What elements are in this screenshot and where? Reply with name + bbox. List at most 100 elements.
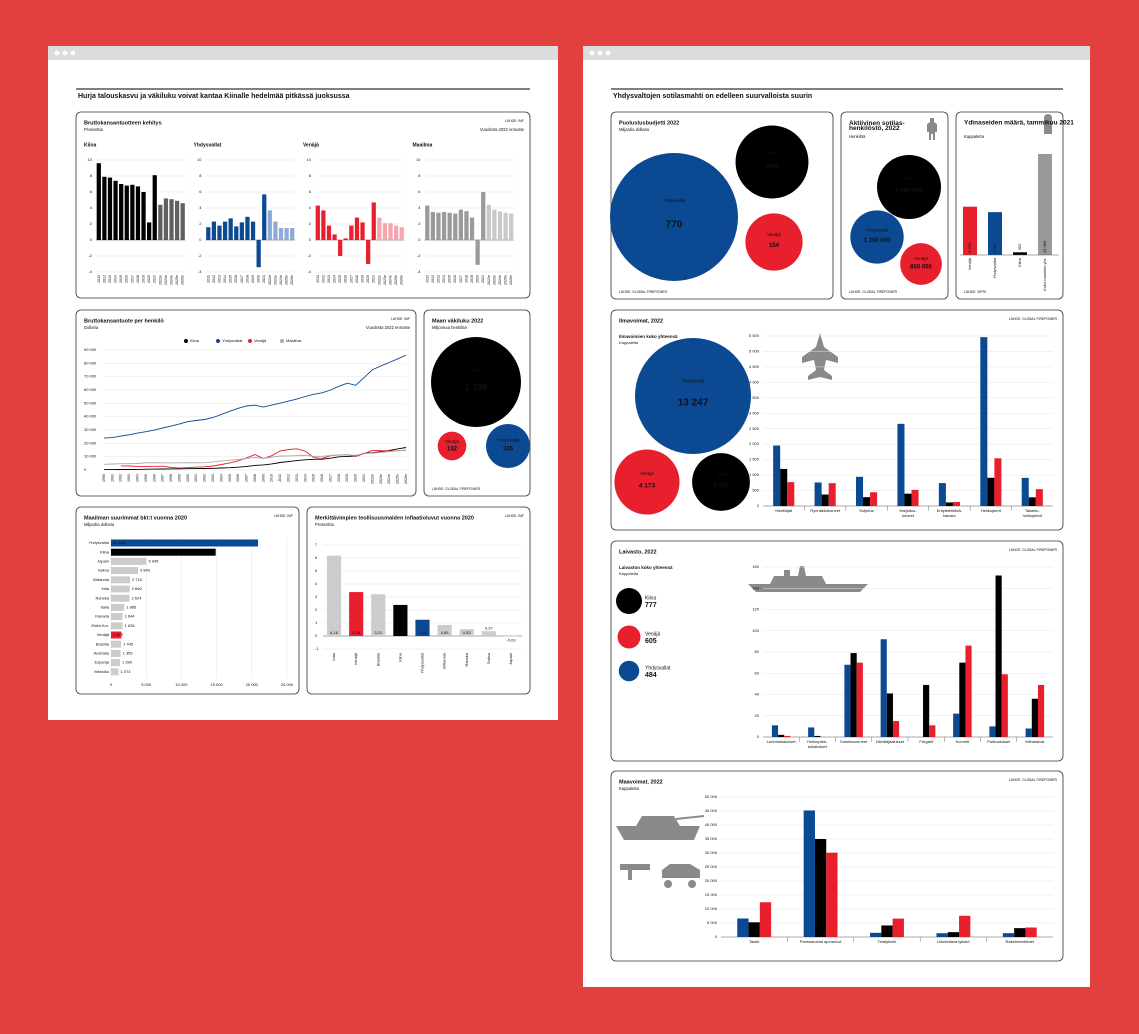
y-tick-label: 0: [84, 467, 87, 472]
y-tick-label: 50 000: [705, 794, 718, 799]
bar: [326, 555, 342, 636]
y-tick-label: 10: [197, 157, 202, 162]
y-tick-label: 5 000: [749, 349, 760, 354]
x-tick-label: 2006: [236, 474, 240, 482]
y-tick-label: 2: [315, 607, 318, 612]
x-tick-label: 2026e: [181, 275, 185, 285]
bar: [267, 210, 272, 240]
source: LÄHDE: GLOBAL FIREPOWER: [849, 290, 898, 294]
bar: [1021, 477, 1029, 506]
x-tick-label: Koko maailma yht.: [1042, 258, 1047, 291]
y-tick-label: 100: [752, 628, 759, 633]
bar: [437, 624, 452, 636]
bar: [1025, 728, 1032, 737]
window-dot[interactable]: [62, 50, 68, 56]
chart-title: Ilmavoimat, 2022: [619, 318, 663, 324]
value-label: 3,38: [352, 630, 361, 635]
legend-swatch: [280, 339, 284, 343]
window-dot[interactable]: [605, 50, 611, 56]
panel: [955, 111, 1064, 300]
y-tick-label: 10: [307, 157, 312, 162]
x-tick-label: 2004: [219, 474, 223, 482]
y-tick-label: 60: [755, 670, 760, 675]
bar: [393, 225, 399, 240]
x-tick-label: 2012: [431, 275, 435, 283]
x-tick-label: 1993: [127, 474, 131, 482]
value-label: 1 359: [123, 650, 134, 655]
bar: [256, 240, 261, 268]
bubble: [850, 210, 904, 264]
bar: [321, 210, 326, 240]
value-label: 1,25: [419, 630, 428, 635]
x-tick-label: 2018: [136, 275, 140, 283]
bubble-value: 1 398: [465, 382, 488, 392]
x-tick-label: 2014: [114, 275, 118, 283]
bar: [206, 227, 211, 240]
value-label: 2 624: [131, 595, 142, 600]
bubble-label: Venäjä: [767, 232, 781, 237]
bar: [880, 639, 887, 737]
bubble-value: 335: [503, 447, 514, 453]
bar: [234, 226, 239, 240]
window-dot[interactable]: [597, 50, 603, 56]
value-label: 0,53: [463, 630, 472, 635]
category-label: Meksiko: [94, 669, 109, 674]
bar: [1013, 252, 1027, 255]
x-tick-label: Harjoitus-koneet: [899, 508, 917, 518]
x-tick-label: 2009: [261, 474, 265, 482]
bubble: [610, 153, 738, 281]
x-tick-label: Lentotukialukset: [767, 739, 797, 744]
bar: [96, 163, 101, 240]
bubble-label: Yhdysvallat: [681, 379, 705, 384]
bar: [111, 622, 123, 630]
legend-swatch: [216, 339, 220, 343]
y-tick-label: 3: [315, 594, 318, 599]
bar: [936, 933, 948, 937]
bar: [102, 176, 107, 240]
bar: [904, 493, 912, 506]
chart-subtitle: Miljardia dollaria: [619, 127, 650, 132]
y-tick-label: 10 000: [84, 454, 97, 459]
y-tick-label: 15 000: [705, 892, 718, 897]
bar: [349, 592, 364, 636]
bar: [959, 915, 971, 937]
window-dot[interactable]: [70, 50, 76, 56]
x-tick-label: Panssaroidut ajoneuvot: [800, 939, 843, 944]
bar: [245, 216, 250, 240]
bar: [399, 227, 404, 240]
bar: [343, 238, 348, 240]
x-tick-label: 2016: [344, 275, 348, 283]
x-tick-label: 2018: [337, 474, 341, 482]
bar: [497, 211, 503, 240]
window-dot[interactable]: [54, 50, 60, 56]
x-tick-label: 2020: [366, 275, 370, 283]
y-tick-label: 4: [90, 205, 93, 210]
bubble-label: Kiina: [767, 150, 778, 155]
bubbles-subtitle: Kappaletta: [619, 571, 639, 576]
note: Vuodesta 2022 ennuste: [366, 325, 411, 330]
bar: [814, 482, 822, 506]
y-tick-label: 20: [755, 713, 760, 718]
x-tick-label: 2026e: [509, 275, 513, 285]
y-tick-label: 120: [752, 607, 759, 612]
category-label: Kiina: [100, 549, 110, 554]
bar: [158, 204, 163, 240]
bar: [393, 604, 408, 636]
window-dot[interactable]: [589, 50, 595, 56]
y-tick-label: 500: [752, 488, 759, 493]
x-tick-label: 1999: [177, 474, 181, 482]
y-tick-label: -4: [198, 269, 202, 274]
x-tick-label: 2024e: [279, 275, 283, 285]
bar: [486, 204, 491, 240]
bar: [988, 212, 1002, 255]
x-tick-label: Kiina: [397, 652, 402, 662]
x-tick-label: 2014: [223, 275, 227, 283]
x-tick-label: 1996: [152, 474, 156, 482]
source: LÄHDE: GLOBAL FIREPOWER: [1009, 548, 1058, 552]
bar: [469, 217, 475, 240]
bar: [326, 225, 332, 240]
bar: [844, 664, 851, 737]
x-tick-label: 2008: [253, 474, 257, 482]
x-tick-label: 2018: [245, 275, 249, 283]
x-tick-label: Raketinheittimet: [1005, 939, 1035, 944]
